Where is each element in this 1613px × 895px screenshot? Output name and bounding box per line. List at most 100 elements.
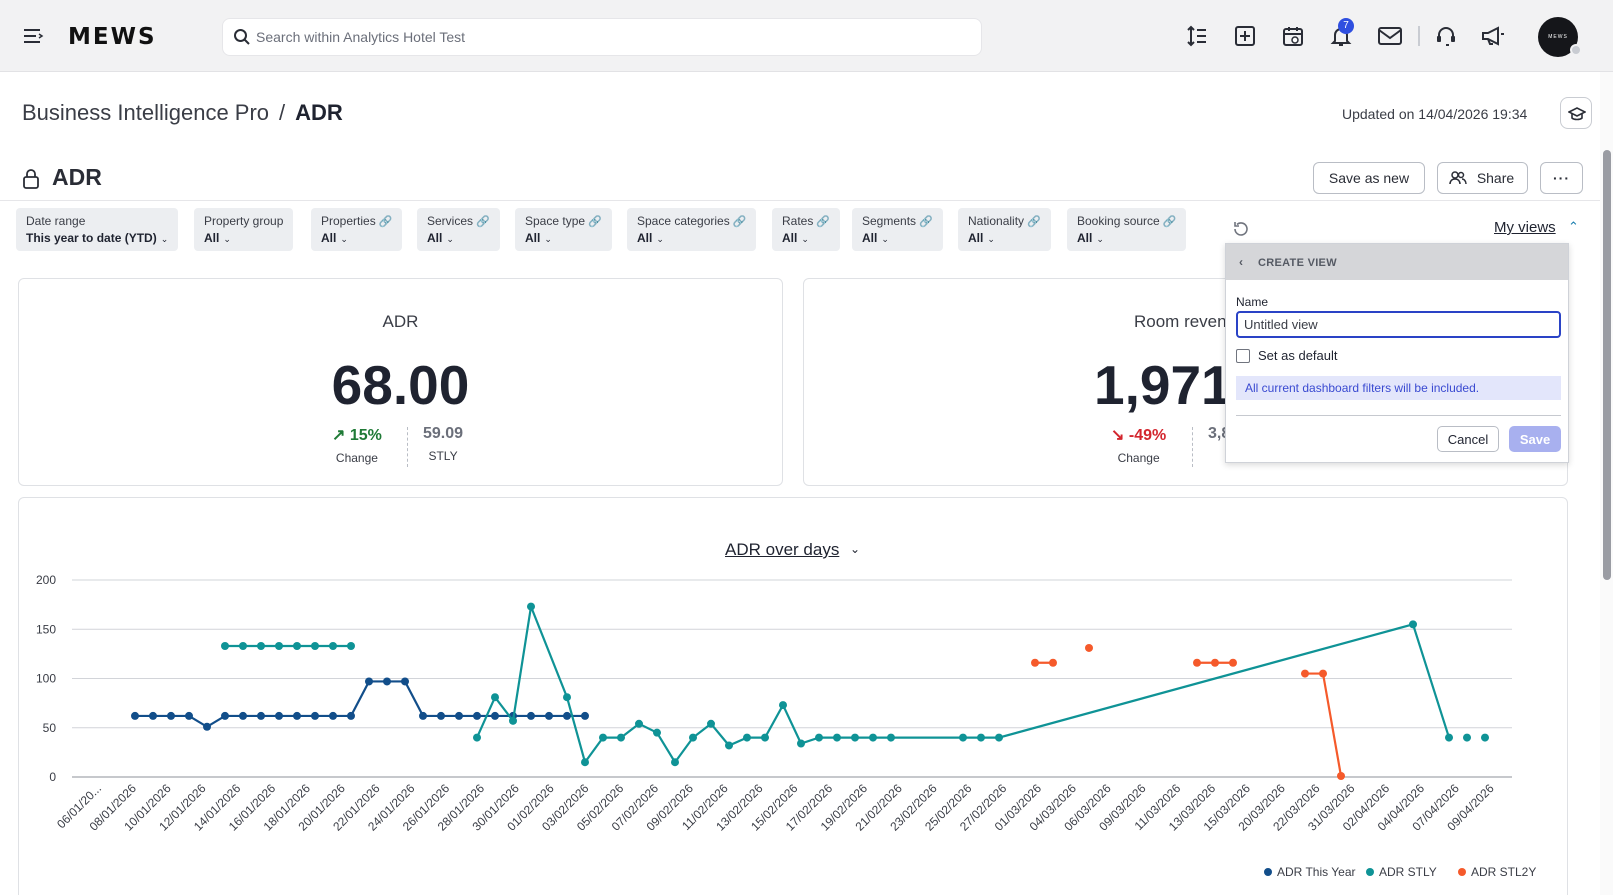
y-tick-label: 200 [36,573,56,587]
share-label: Share [1476,170,1515,186]
filter-label: Space type [525,214,586,228]
academy-button[interactable] [1560,97,1592,129]
chevron-down-icon: ⌄ [656,234,664,244]
data-point [311,711,319,720]
kpi-label: Room revenue [1134,312,1246,331]
more-options-button[interactable]: ··· [1540,162,1583,194]
data-point [527,711,535,720]
sort-icon[interactable] [1185,24,1209,48]
chevron-down-icon[interactable]: ⌄ [850,542,861,556]
filter-label: Rates [782,214,814,228]
megaphone-icon[interactable] [1480,24,1504,48]
data-point [1445,733,1453,742]
y-tick-label: 100 [36,672,56,686]
filter-chip[interactable]: Segments 🔗 All ⌄ [852,208,943,251]
data-point [887,733,895,742]
chevron-down-icon: ⌄ [544,234,552,244]
data-point [509,716,517,725]
data-point [293,711,301,720]
filter-chip[interactable]: Rates 🔗 All ⌄ [772,208,841,251]
data-point [185,711,193,720]
chevron-down-icon: ⌄ [446,234,454,244]
link-icon: 🔗 [1027,216,1041,228]
filter-chip[interactable]: Nationality 🔗 All ⌄ [958,208,1051,251]
set-default-label[interactable]: Set as default [1258,348,1338,363]
search-icon [233,28,251,51]
kpi-change-value: -49% [1128,427,1167,444]
filter-value: All [862,231,878,245]
filter-chip[interactable]: Date range This year to date (YTD) ⌄ [16,208,179,251]
filter-chip[interactable]: Properties 🔗 All ⌄ [311,208,403,251]
chevron-down-icon: ⌄ [881,234,889,244]
graduation-cap-icon [1568,107,1586,121]
filter-value: All [968,231,984,245]
data-point [1085,643,1093,652]
kpi-value: 1,971. [1094,354,1247,416]
popover-title: CREATE VIEW [1258,257,1337,269]
link-icon: 🔗 [732,216,747,228]
popover-divider [1236,415,1561,416]
save-as-new-button[interactable]: Save as new [1313,162,1425,194]
legend-marker [1264,868,1272,876]
data-point [419,711,427,720]
data-point [797,739,805,748]
data-point [707,719,715,728]
avatar-status-icon [1570,44,1582,56]
search-input[interactable] [256,19,956,55]
data-point [851,733,859,742]
view-name-input[interactable] [1236,311,1561,338]
data-point [293,641,301,650]
page-title: ADR [52,164,102,190]
search-bar[interactable] [222,18,982,56]
filter-chip[interactable]: Property group All ⌄ [194,208,294,251]
filter-label: Property group [204,214,284,228]
mail-icon[interactable] [1377,24,1402,48]
link-icon: 🔗 [1162,216,1177,228]
data-point [239,711,247,720]
chevron-left-icon[interactable]: ‹ [1239,255,1244,269]
add-icon[interactable] [1233,24,1257,48]
my-views-link[interactable]: My views [1494,219,1556,236]
breadcrumb-parent[interactable]: Business Intelligence Pro [22,100,270,125]
data-point [995,733,1003,742]
reset-filters-icon[interactable] [1232,220,1250,243]
data-point [1301,669,1309,678]
kpi-stly: 3,8 [1208,425,1230,443]
scrollbar-thumb[interactable] [1603,150,1611,580]
kpi-stly-value: 59.09 [423,425,464,442]
data-point [1211,658,1219,667]
cancel-button[interactable]: Cancel [1437,426,1499,452]
mews-logo[interactable]: MEWS [68,24,157,50]
data-point [563,711,571,720]
calendar-view-icon[interactable] [1281,24,1305,48]
data-point [743,733,751,742]
data-point [149,711,157,720]
filter-chip[interactable]: Services 🔗 All ⌄ [417,208,500,251]
series-line [475,602,1451,765]
chevron-down-icon: ⌄ [340,234,348,244]
kpi-label: ADR [382,312,419,331]
chevron-down-icon: ⌄ [801,234,809,244]
filter-value: All [204,231,220,245]
create-view-popover: ‹ CREATE VIEW Name Set as default All cu… [1225,243,1569,463]
filter-chip[interactable]: Space categories 🔗 All ⌄ [627,208,757,251]
chevron-up-icon[interactable]: ⌃ [1568,219,1579,234]
set-default-checkbox[interactable] [1236,349,1250,363]
lock-icon [22,168,40,195]
chevron-down-icon: ⌄ [1096,234,1104,244]
filter-chip[interactable]: Booking source 🔗 All ⌄ [1067,208,1187,251]
menu-icon[interactable] [22,26,44,46]
data-point [635,719,643,728]
chart-title[interactable]: ADR over days [725,540,840,559]
support-icon[interactable] [1434,24,1458,48]
avatar[interactable]: MEWS [1538,17,1578,57]
filter-label: Nationality [968,214,1025,228]
link-icon: 🔗 [919,216,933,228]
data-point [599,733,607,742]
share-button[interactable]: Share [1437,162,1528,194]
data-point [761,733,769,742]
save-button[interactable]: Save [1509,426,1561,452]
filter-label: Booking source [1077,214,1160,228]
adr-line-chart: 05010015020006/01/20...08/01/202610/01/2… [36,573,1536,879]
filter-chip[interactable]: Space type 🔗 All ⌄ [515,208,612,251]
